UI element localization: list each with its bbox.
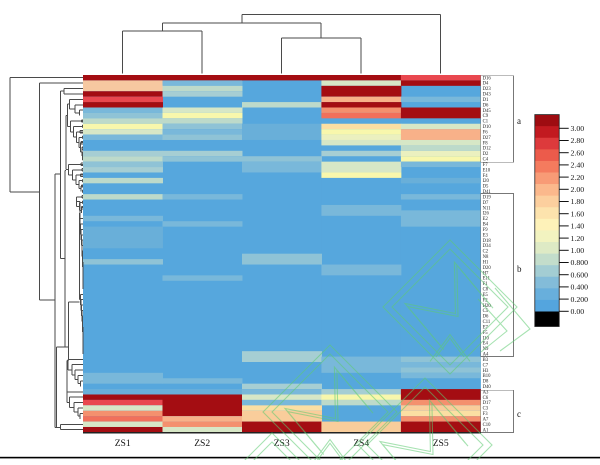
svg-text:E4: E4 <box>483 342 489 347</box>
svg-text:I26: I26 <box>483 212 490 217</box>
svg-text:D4: D4 <box>483 82 489 87</box>
svg-text:C1: C1 <box>483 120 489 125</box>
svg-text:D1: D1 <box>483 98 489 103</box>
svg-text:E5: E5 <box>483 293 489 298</box>
svg-text:2.00: 2.00 <box>571 185 585 194</box>
svg-text:ZS5: ZS5 <box>433 438 449 449</box>
svg-text:F9: F9 <box>483 228 489 233</box>
svg-text:E11: E11 <box>483 277 491 282</box>
svg-text:N11: N11 <box>483 206 492 211</box>
svg-text:E3: E3 <box>483 233 489 238</box>
svg-text:D19: D19 <box>483 195 492 200</box>
svg-text:D23: D23 <box>483 87 492 92</box>
svg-text:C6: C6 <box>483 396 489 401</box>
svg-text:F3: F3 <box>483 412 489 417</box>
svg-text:A1: A1 <box>483 428 489 433</box>
svg-text:F8: F8 <box>483 141 489 146</box>
svg-text:A7: A7 <box>483 417 489 422</box>
svg-text:C8: C8 <box>483 288 489 293</box>
svg-text:F5: F5 <box>483 331 489 336</box>
svg-text:D10: D10 <box>483 125 492 130</box>
svg-text:D6: D6 <box>483 103 489 108</box>
svg-text:D20: D20 <box>483 266 492 271</box>
svg-text:E2: E2 <box>483 217 489 222</box>
svg-text:H7: H7 <box>483 271 489 276</box>
svg-text:D43: D43 <box>483 93 492 98</box>
svg-text:0.200: 0.200 <box>571 295 589 304</box>
svg-text:A4: A4 <box>483 353 489 358</box>
svg-text:F7: F7 <box>483 163 489 168</box>
svg-text:D18: D18 <box>483 239 492 244</box>
svg-text:1.40: 1.40 <box>571 222 585 231</box>
svg-text:F4: F4 <box>483 174 489 179</box>
svg-text:D41: D41 <box>483 190 492 195</box>
svg-text:ZS2: ZS2 <box>194 438 210 449</box>
svg-text:D6: D6 <box>483 315 489 320</box>
svg-text:C5: C5 <box>483 309 489 314</box>
svg-text:1.80: 1.80 <box>571 197 585 206</box>
svg-text:2.80: 2.80 <box>571 136 585 145</box>
svg-text:C3: C3 <box>483 407 489 412</box>
svg-text:D34: D34 <box>483 244 492 249</box>
svg-text:E10: E10 <box>483 168 491 173</box>
svg-text:B3: B3 <box>483 358 489 363</box>
svg-text:A3: A3 <box>483 390 489 395</box>
svg-text:D12: D12 <box>483 147 492 152</box>
svg-text:c: c <box>517 409 521 419</box>
svg-text:H1: H1 <box>483 260 489 265</box>
svg-text:1.60: 1.60 <box>571 209 585 218</box>
svg-text:F2: F2 <box>483 298 489 303</box>
svg-text:D17: D17 <box>483 401 492 406</box>
svg-text:I10: I10 <box>483 336 490 341</box>
svg-text:2.60: 2.60 <box>571 148 585 157</box>
svg-text:C7: C7 <box>483 363 489 368</box>
svg-text:D16: D16 <box>483 76 492 81</box>
svg-text:1.20: 1.20 <box>571 234 585 243</box>
svg-text:H20: H20 <box>483 304 492 309</box>
svg-text:D27: D27 <box>483 136 492 141</box>
svg-text:N8: N8 <box>483 255 489 260</box>
svg-text:D5: D5 <box>483 185 489 190</box>
svg-text:2.20: 2.20 <box>571 173 585 182</box>
svg-text:D40: D40 <box>483 385 492 390</box>
svg-text:0.400: 0.400 <box>571 283 589 292</box>
svg-text:C9: C9 <box>483 114 489 119</box>
svg-text:3.00: 3.00 <box>571 124 585 133</box>
svg-text:E7: E7 <box>483 325 489 330</box>
svg-text:C4: C4 <box>483 158 489 163</box>
svg-text:B4: B4 <box>483 223 489 228</box>
svg-text:D45: D45 <box>483 109 492 114</box>
svg-text:F6: F6 <box>483 130 489 135</box>
svg-text:C11: C11 <box>483 320 491 325</box>
svg-text:C2: C2 <box>483 250 489 255</box>
svg-text:H3: H3 <box>483 369 489 374</box>
svg-text:D8: D8 <box>483 380 489 385</box>
svg-text:N9: N9 <box>483 347 489 352</box>
svg-text:1.00: 1.00 <box>571 246 585 255</box>
svg-text:ZS1: ZS1 <box>115 438 131 449</box>
svg-text:2.40: 2.40 <box>571 161 585 170</box>
svg-text:a: a <box>517 116 521 126</box>
svg-text:C10: C10 <box>483 423 491 428</box>
svg-text:D2: D2 <box>483 152 489 157</box>
svg-text:I20: I20 <box>483 179 490 184</box>
svg-text:0.800: 0.800 <box>571 258 589 267</box>
svg-text:ZS4: ZS4 <box>353 438 369 449</box>
svg-text:0.600: 0.600 <box>571 270 589 279</box>
svg-text:D7: D7 <box>483 201 489 206</box>
svg-text:B10: B10 <box>483 374 491 379</box>
svg-text:0.00: 0.00 <box>571 307 585 316</box>
svg-text:b: b <box>517 264 522 274</box>
